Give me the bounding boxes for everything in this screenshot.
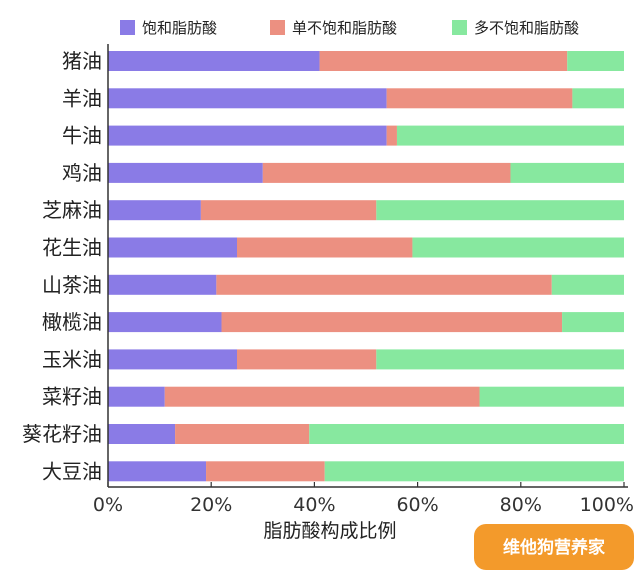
category-label-9: 玉米油 bbox=[42, 347, 102, 371]
chart-legend: 饱和脂肪酸 单不饱和脂肪酸 多不饱和脂肪酸 bbox=[120, 19, 579, 37]
bar-segment-1-1 bbox=[108, 51, 320, 71]
bar-segment-6-3 bbox=[412, 237, 624, 258]
bar-segment-9-3 bbox=[376, 349, 624, 370]
category-label-6: 花生油 bbox=[42, 236, 102, 260]
legend-swatch-2 bbox=[270, 20, 285, 35]
category-label-2: 羊油 bbox=[62, 86, 102, 110]
bar-segment-6-2 bbox=[237, 237, 413, 258]
category-label-1: 猪油 bbox=[62, 49, 102, 73]
bar-segment-10-2 bbox=[164, 386, 480, 407]
category-label-8: 橄榄油 bbox=[42, 310, 102, 334]
x-tick-label-5: 80% bbox=[500, 494, 542, 516]
x-axis: 0% 20% 40% 60% 80% 100% bbox=[93, 44, 634, 516]
bar-segment-3-3 bbox=[396, 125, 624, 146]
bar-segment-12-1 bbox=[108, 461, 207, 482]
bar-segment-9-1 bbox=[108, 349, 237, 370]
bar-segment-4-1 bbox=[108, 162, 263, 183]
bar-segment-1-2 bbox=[319, 51, 568, 71]
bar-segment-8-2 bbox=[221, 312, 563, 333]
bar-segment-3-2 bbox=[386, 125, 397, 146]
watermark-text: 维他狗营养家 bbox=[503, 537, 605, 558]
bar-segment-10-3 bbox=[479, 386, 624, 407]
x-tick-label-1: 0% bbox=[93, 494, 123, 516]
category-label-10: 菜籽油 bbox=[42, 385, 102, 409]
legend-swatch-1 bbox=[120, 20, 135, 35]
bar-segment-3-1 bbox=[108, 125, 387, 146]
legend-swatch-3 bbox=[452, 20, 467, 35]
bar-segment-7-1 bbox=[108, 274, 217, 295]
watermark-badge: 维他狗营养家 bbox=[474, 524, 634, 570]
bar-segment-8-1 bbox=[108, 312, 222, 333]
bar-segment-5-1 bbox=[108, 200, 201, 221]
x-tick-label-6: 100% bbox=[580, 494, 634, 516]
bar-segment-8-3 bbox=[562, 312, 624, 333]
bar-segment-2-1 bbox=[108, 88, 387, 109]
bar-segment-4-3 bbox=[510, 162, 624, 183]
bar-segment-1-3 bbox=[567, 51, 624, 71]
bar-segment-6-1 bbox=[108, 237, 237, 258]
bar-segment-5-3 bbox=[376, 200, 624, 221]
bar-segment-12-2 bbox=[206, 461, 325, 482]
category-label-12: 大豆油 bbox=[42, 459, 102, 483]
category-label-5: 芝麻油 bbox=[42, 198, 102, 222]
category-label-4: 鸡油 bbox=[62, 161, 102, 185]
legend-label-2: 单不饱和脂肪酸 bbox=[292, 19, 397, 37]
legend-label-3: 多不饱和脂肪酸 bbox=[474, 19, 579, 37]
bar-segment-11-3 bbox=[309, 424, 624, 444]
watermark-background bbox=[474, 524, 634, 570]
x-axis-title: 脂肪酸构成比例 bbox=[263, 520, 396, 542]
x-tick-label-2: 20% bbox=[190, 494, 232, 516]
category-label-7: 山茶油 bbox=[42, 273, 102, 297]
bar-segment-11-1 bbox=[108, 424, 176, 444]
bar-segment-2-3 bbox=[572, 88, 624, 109]
bar-segment-10-1 bbox=[108, 386, 165, 407]
legend-label-1: 饱和脂肪酸 bbox=[142, 19, 217, 37]
bar-segment-11-2 bbox=[175, 424, 310, 444]
bar-segment-7-3 bbox=[551, 274, 624, 295]
x-tick-label-4: 60% bbox=[396, 494, 438, 516]
x-tick-label-3: 40% bbox=[293, 494, 335, 516]
bar-segment-7-2 bbox=[216, 274, 552, 295]
bar-segment-4-2 bbox=[262, 162, 511, 183]
bar-segment-2-2 bbox=[386, 88, 573, 109]
bar-segment-9-2 bbox=[237, 349, 377, 370]
bars-group bbox=[108, 51, 624, 482]
bar-segment-5-2 bbox=[200, 200, 377, 221]
category-label-3: 牛油 bbox=[62, 124, 102, 148]
bar-segment-12-3 bbox=[324, 461, 624, 482]
category-label-11: 葵花籽油 bbox=[22, 422, 102, 446]
